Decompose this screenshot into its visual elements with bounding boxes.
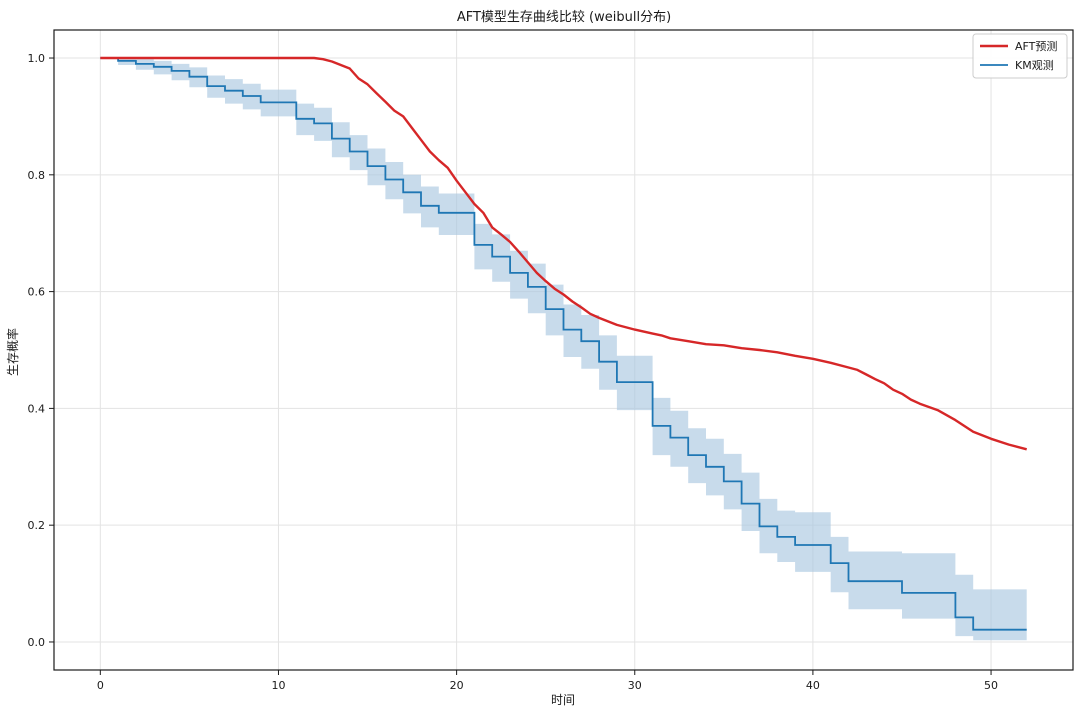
x-axis-ticks: 0 10 20 30 40 50 [97,670,998,692]
series-layer [100,56,1028,631]
chart-title: AFT模型生存曲线比较 (weibull分布) [457,10,671,25]
km-step-line [100,57,1027,631]
y-tick-label-3: 0.6 [28,286,46,299]
x-tick-label-3: 30 [628,679,642,692]
y-tick-label-1: 0.2 [28,519,46,532]
km-confidence-band [100,58,1027,641]
x-tick-label-1: 10 [271,679,285,692]
y-tick-label-0: 0.0 [28,636,46,649]
y-axis-ticks: 0.0 0.2 0.4 0.6 0.8 1.0 [28,52,54,649]
x-tick-label-0: 0 [97,679,104,692]
x-tick-label-5: 50 [984,679,998,692]
plot-frame [53,29,1074,671]
legend: AFT预测 KM观测 [972,33,1068,79]
x-axis-title: 时间 [551,693,575,707]
aft-prediction-line [100,56,1028,451]
km-confidence-band-layer [100,58,1027,641]
x-tick-label-2: 20 [450,679,464,692]
y-axis-title: 生存概率 [5,328,20,376]
x-tick-label-4: 40 [806,679,820,692]
y-tick-label-2: 0.4 [28,402,46,415]
y-tick-label-4: 0.8 [28,169,46,182]
legend-label-aft: AFT预测 [1015,40,1057,53]
y-tick-label-5: 1.0 [28,52,46,65]
legend-label-km: KM观测 [1015,59,1054,72]
